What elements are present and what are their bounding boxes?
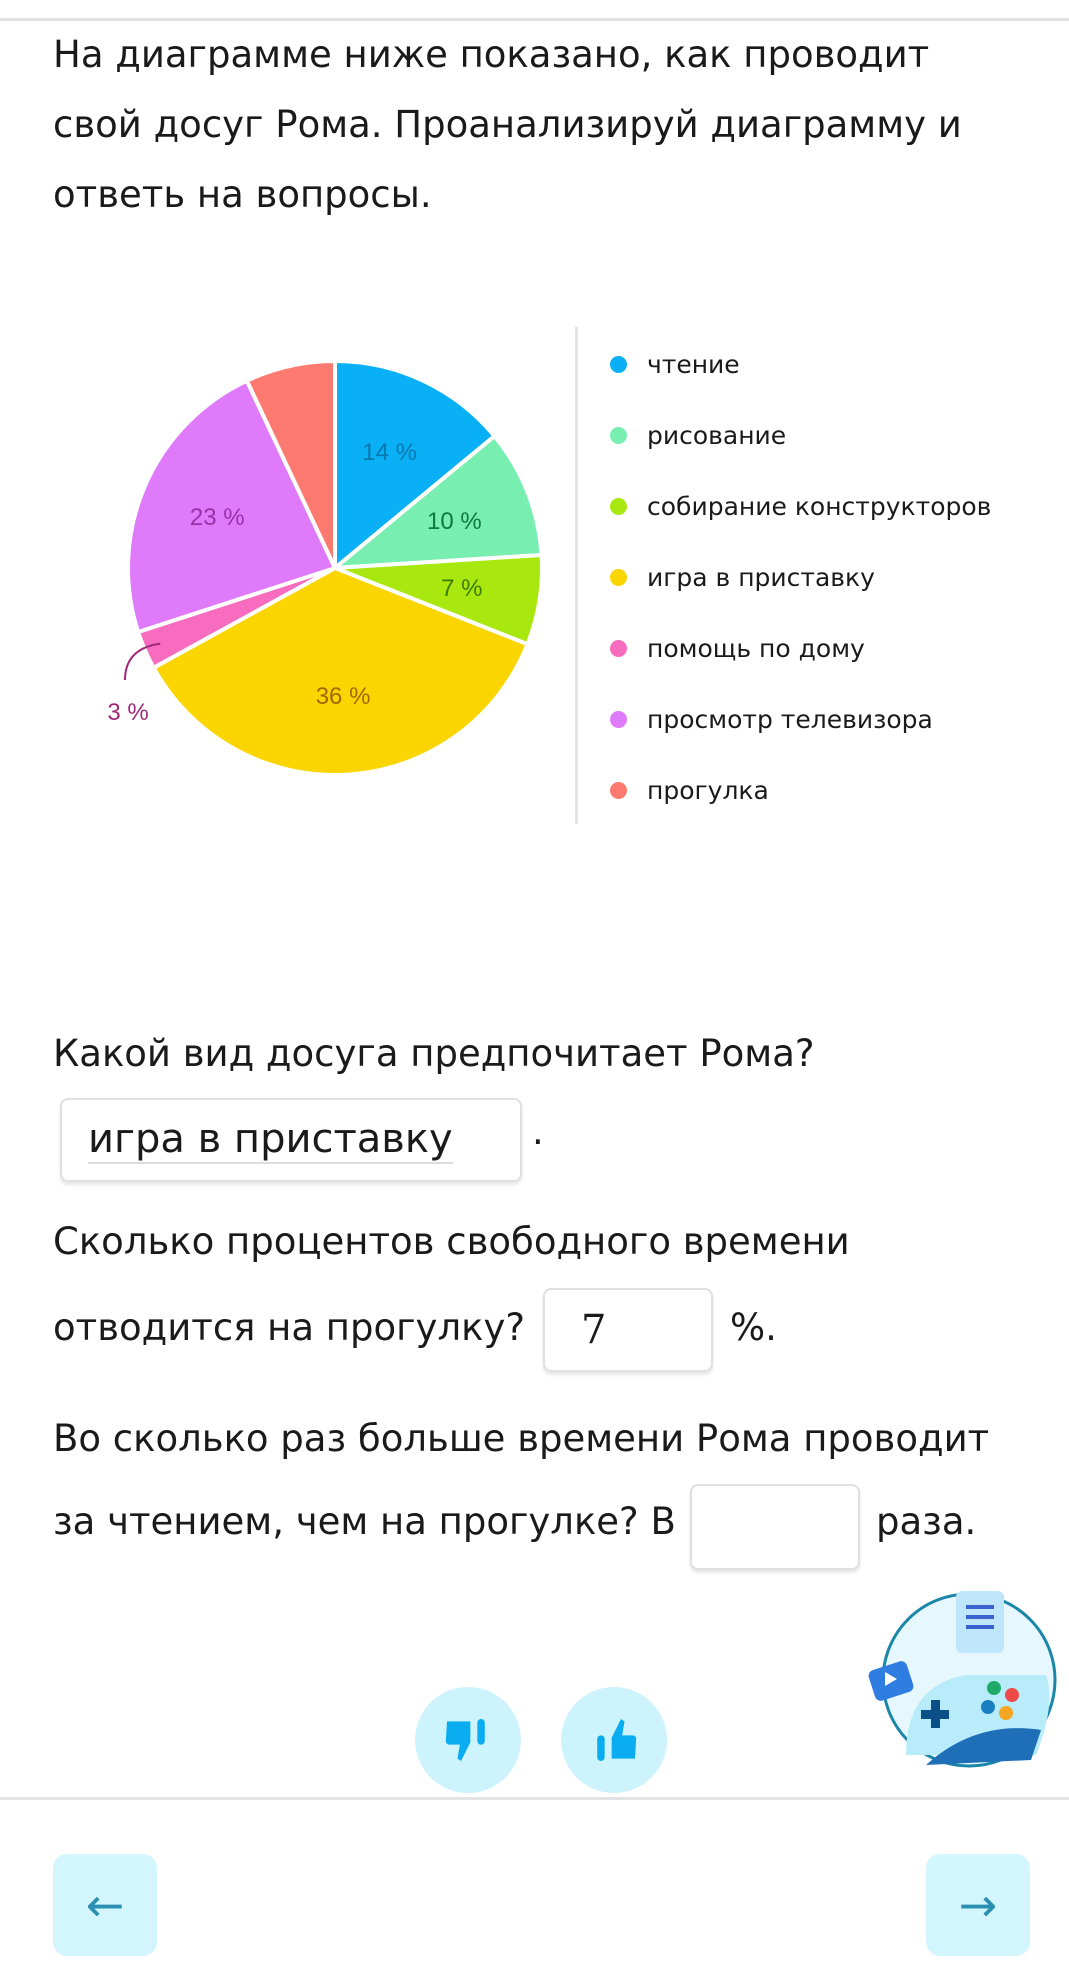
legend-label: помощь по дому: [647, 634, 865, 663]
q1-answer-input[interactable]: игра в приставку: [60, 1098, 522, 1182]
q2-answer-value: 7: [581, 1307, 607, 1353]
pie-label-3: 36 %: [316, 683, 371, 710]
q2-line-1: Сколько процентов свободного времени: [53, 1220, 850, 1263]
legend-label: чтение: [647, 350, 740, 379]
pie-chart: 14 % 10 % 7 % 36 % 3 % 23 %: [107, 358, 544, 777]
legend-item: просмотр телевизора: [610, 705, 933, 734]
intro-line-1: На диаграмме ниже показано, как проводит: [53, 33, 930, 76]
thumbs-down-icon: [445, 1719, 485, 1761]
legend-dot: [610, 356, 627, 373]
q3-suffix: раза.: [876, 1500, 977, 1543]
legend-item: чтение: [610, 350, 740, 379]
like-button[interactable]: [561, 1687, 667, 1793]
legend-dot: [610, 498, 627, 515]
legend-dot: [610, 569, 627, 586]
games-mascot-icon: [868, 1591, 1057, 1768]
q3-line-1: Во сколько раз больше времени Рома прово…: [53, 1417, 990, 1460]
legend-label: прогулка: [647, 776, 769, 805]
pie-slice-6: [244, 358, 337, 569]
thumbs-up-icon: [597, 1719, 637, 1761]
legend-item: помощь по дому: [610, 634, 865, 663]
intro-line-2: свой досуг Рома. Проанализируй диаграмму…: [53, 103, 962, 146]
dislike-button[interactable]: [415, 1687, 521, 1793]
q2-suffix: %.: [730, 1306, 777, 1349]
pie-label-2: 7 %: [441, 575, 482, 602]
legend-dot: [610, 640, 627, 657]
pie-label-4: 3 %: [107, 699, 148, 726]
arrow-right-icon: →: [958, 1878, 998, 1932]
q1-answer-value: игра в приставку: [88, 1116, 453, 1164]
top-divider: [0, 18, 1069, 21]
legend-item: игра в приставку: [610, 563, 875, 592]
legend-dot: [610, 711, 627, 728]
back-button[interactable]: ←: [53, 1854, 157, 1956]
pie-slice-1: [328, 433, 544, 571]
bottom-divider: [0, 1797, 1069, 1800]
pie-label-1: 10 %: [427, 508, 482, 535]
next-button[interactable]: →: [926, 1854, 1030, 1956]
q1-suffix: .: [532, 1110, 544, 1153]
q2-answer-input[interactable]: 7: [543, 1288, 713, 1372]
legend-label: просмотр телевизора: [647, 705, 933, 734]
legend-item: рисование: [610, 421, 786, 450]
arrow-left-icon: ←: [85, 1878, 125, 1932]
legend-item: прогулка: [610, 776, 769, 805]
legend-item: собирание конструкторов: [610, 492, 991, 521]
pie-label-5: 23 %: [190, 504, 245, 531]
intro-line-3: ответь на вопросы.: [53, 173, 432, 216]
legend-label: рисование: [647, 421, 787, 450]
legend-dot: [610, 427, 627, 444]
q1-text: Какой вид досуга предпочитает Рома?: [53, 1032, 815, 1075]
pie-slice-5: [126, 378, 338, 635]
q3-line-2: за чтением, чем на прогулке? В: [53, 1500, 676, 1543]
legend-label: игра в приставку: [647, 563, 875, 592]
legend-divider: [575, 327, 578, 824]
legend-dot: [610, 782, 627, 799]
q3-answer-input[interactable]: [690, 1484, 860, 1570]
pie-label-0: 14 %: [362, 439, 417, 466]
pie-leader-line-4: [124, 642, 161, 681]
pie-slice-3: [150, 565, 531, 777]
legend-label: собирание конструкторов: [647, 492, 992, 521]
q2-line-2: отводится на прогулку?: [53, 1306, 525, 1349]
pie-slice-0: [333, 358, 498, 573]
